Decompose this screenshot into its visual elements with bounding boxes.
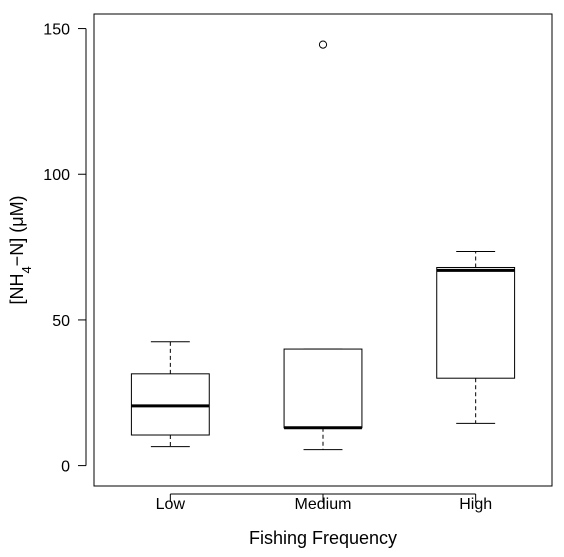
iqr-box (283, 348, 363, 429)
y-axis-title-subscript: 4 (19, 266, 34, 273)
plot-frame (93, 13, 553, 487)
y-axis-title-suffix: −N] (μM) (7, 195, 27, 266)
y-axis: 0 50 100 150 (43, 22, 87, 476)
y-tick-label: 0 (61, 459, 70, 476)
y-tick-label: 50 (52, 313, 70, 330)
x-tick-label: Low (156, 496, 186, 513)
x-axis-title: Fishing Frequency (249, 528, 397, 548)
x-tick-label: Medium (295, 496, 352, 513)
x-axis: Low Medium High (156, 493, 492, 513)
iqr-box (436, 266, 516, 379)
y-axis-title: [NH4−N] (μM) (7, 195, 34, 304)
x-tick-label: High (459, 496, 492, 513)
box-high (436, 250, 516, 424)
box-medium (283, 40, 363, 451)
outlier-point (318, 40, 328, 49)
y-tick-label: 100 (43, 167, 70, 184)
y-tick-label: 150 (43, 22, 70, 39)
boxes-layer (130, 40, 516, 451)
box-low (130, 341, 210, 448)
y-axis-title-prefix: [NH (7, 274, 27, 305)
